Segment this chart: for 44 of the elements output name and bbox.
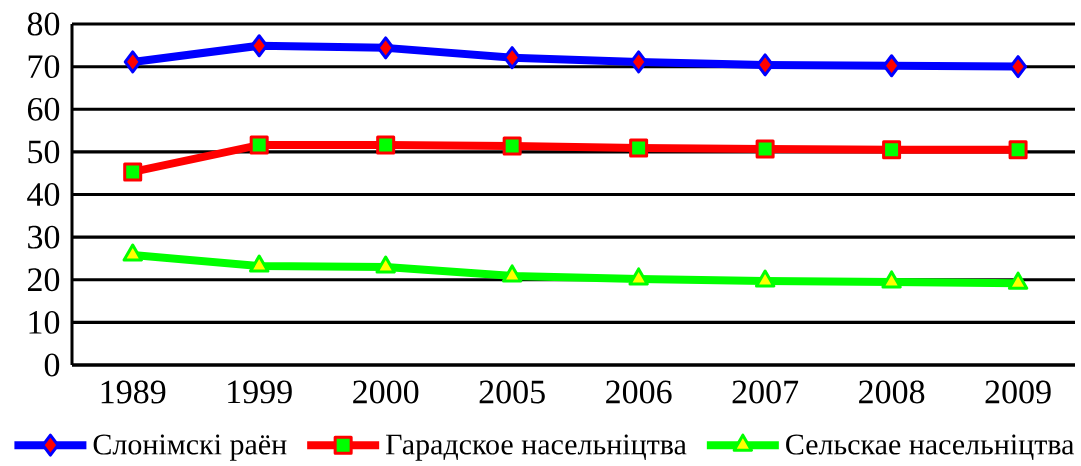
legend-label: Слонімскі раён xyxy=(93,434,287,461)
point xyxy=(882,140,902,160)
point xyxy=(249,254,270,273)
point xyxy=(754,269,776,288)
x-tick-label: 2008 xyxy=(859,380,925,404)
x-tick-label: 2009 xyxy=(985,380,1051,404)
point xyxy=(628,267,649,286)
point xyxy=(881,270,902,289)
point xyxy=(123,50,142,74)
y-tick-label: 60 xyxy=(27,97,60,121)
point xyxy=(375,255,396,274)
point xyxy=(123,162,143,182)
legend-label: Сельскае насельніцтва xyxy=(786,434,1075,461)
point xyxy=(250,34,269,58)
y-tick-label: 50 xyxy=(28,140,60,164)
y-tick-label: 80 xyxy=(27,12,60,36)
x-tick-label: 2006 xyxy=(606,380,672,404)
point xyxy=(1008,140,1028,160)
x-tick-label: 2000 xyxy=(353,380,419,404)
point xyxy=(501,264,523,283)
x-tick-label: 2007 xyxy=(732,380,799,404)
point xyxy=(376,36,395,60)
y-tick-label: 30 xyxy=(28,225,60,249)
point xyxy=(755,139,775,159)
y-tick-label: 70 xyxy=(28,55,60,79)
point xyxy=(122,243,143,262)
y-tick-label: 0 xyxy=(44,353,60,377)
point xyxy=(629,50,648,74)
point xyxy=(502,136,522,156)
x-tick-label: 2005 xyxy=(479,380,545,404)
point xyxy=(376,135,396,155)
point xyxy=(1009,55,1028,79)
point xyxy=(249,135,269,155)
x-tick-label: 1999 xyxy=(228,380,292,404)
point xyxy=(756,53,775,77)
x-tick-label: 1989 xyxy=(101,380,166,404)
point xyxy=(882,54,901,78)
point xyxy=(1007,271,1029,290)
point xyxy=(503,46,522,70)
y-tick-label: 10 xyxy=(29,310,60,334)
y-tick-label: 20 xyxy=(27,268,60,292)
legend-label: Гарадское насельніцтва xyxy=(386,434,687,461)
y-tick-label: 40 xyxy=(27,183,60,206)
point xyxy=(629,138,649,158)
